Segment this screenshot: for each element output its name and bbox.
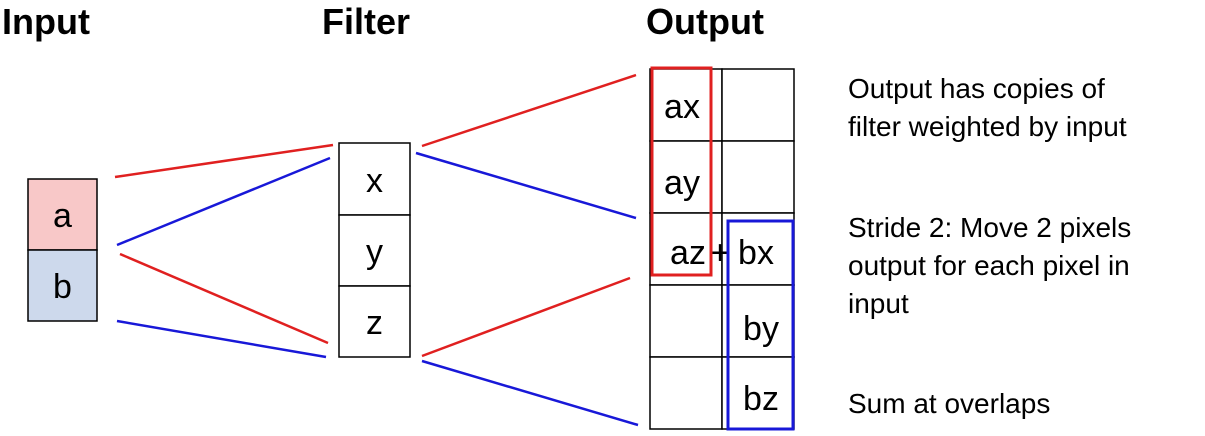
note-copies-line-1: Output has copies of xyxy=(848,73,1105,104)
filter-label-z: z xyxy=(366,304,383,342)
line-b-to-filter-top xyxy=(116,156,331,247)
line-a-to-filter-bottom xyxy=(119,252,329,345)
line-b-to-filter-bottom xyxy=(116,319,327,359)
output-cell-r4-c0 xyxy=(649,356,723,430)
note-stride-line-2: output for each pixel in xyxy=(848,250,1130,281)
filter-heading: Filter xyxy=(322,1,411,42)
note-sum-line-1: Sum at overlaps xyxy=(848,388,1051,419)
output-label-ax: ax xyxy=(664,88,700,126)
note-sum: Sum at overlaps xyxy=(848,385,1050,423)
output-label-az: az xyxy=(670,234,706,272)
output-label-by: by xyxy=(743,310,779,348)
filter-cell-z xyxy=(338,285,411,358)
filter-cell-x xyxy=(338,142,411,216)
note-stride: Stride 2: Move 2 pixels output for each … xyxy=(848,209,1131,323)
overlap-plus: + xyxy=(710,234,730,272)
line-a-to-filter-top xyxy=(114,143,334,179)
output-grid xyxy=(649,68,795,430)
line-filter-top-to-output-b xyxy=(415,151,637,220)
output-cell-r2-c1 xyxy=(721,212,795,286)
output-cell-r0-c1 xyxy=(721,68,795,142)
filter-label-x: x xyxy=(366,162,383,200)
line-filter-bottom-to-output-a xyxy=(421,276,631,358)
output-cell-r4-c1 xyxy=(721,356,795,430)
line-filter-top-to-output-top-a xyxy=(421,73,637,148)
note-stride-line-1: Stride 2: Move 2 pixels xyxy=(848,212,1132,243)
output-label-bz: bz xyxy=(743,380,779,418)
input-label-b: b xyxy=(53,268,72,306)
input-cell-a xyxy=(27,178,98,251)
output-label-ay: ay xyxy=(664,164,700,202)
note-copies-line-2: filter weighted by input xyxy=(848,111,1127,142)
input-cell-b xyxy=(27,249,98,322)
output-cell-r3-c1 xyxy=(721,284,795,358)
output-heading: Output xyxy=(646,1,764,42)
filter-label-y: y xyxy=(366,233,383,271)
filter-copy-a-highlight xyxy=(650,66,713,277)
note-stride-line-3: input xyxy=(848,288,909,319)
line-filter-bottom-to-output-bottom-b xyxy=(421,359,639,427)
note-output-copies: Output has copies of filter weighted by … xyxy=(848,70,1127,146)
filter-copy-b-highlight xyxy=(726,219,795,431)
input-label-a: a xyxy=(53,197,72,235)
output-cell-r1-c1 xyxy=(721,140,795,214)
filter-cell-y xyxy=(338,214,411,287)
input-heading: Input xyxy=(2,1,90,42)
output-label-bx: bx xyxy=(738,234,774,272)
output-cell-r3-c0 xyxy=(649,284,723,358)
